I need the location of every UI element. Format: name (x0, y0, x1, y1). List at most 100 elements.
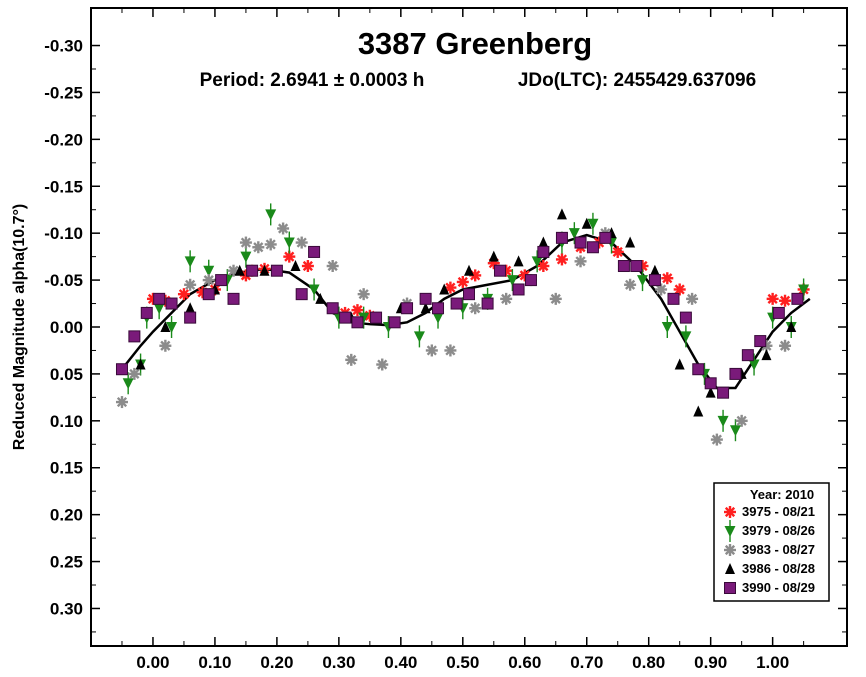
chart-title: 3387 Greenberg (358, 26, 592, 61)
data-point (283, 250, 296, 263)
marker-shape (574, 236, 587, 249)
marker-stroke (358, 289, 369, 300)
legend-marker (725, 563, 735, 574)
data-point (160, 321, 171, 332)
data-point (791, 292, 804, 305)
marker-shape (308, 245, 321, 258)
y-tick-label: 0.10 (50, 412, 83, 431)
marker-stroke (724, 506, 736, 518)
marker-shape (568, 228, 580, 240)
data-point (202, 274, 215, 287)
data-point (283, 231, 295, 254)
marker-stroke (470, 303, 481, 314)
x-tick-label: 0.90 (694, 653, 727, 672)
marker-stroke (426, 345, 437, 356)
marker-stroke (185, 279, 196, 290)
marker-shape (184, 256, 196, 268)
marker-shape (153, 292, 166, 305)
marker-shape (203, 265, 215, 277)
data-point (568, 222, 580, 245)
data-point (710, 433, 723, 446)
marker-shape (215, 274, 228, 287)
data-point (581, 217, 592, 229)
data-point (419, 292, 432, 305)
data-point (637, 269, 649, 292)
y-tick-label: 0.20 (50, 506, 83, 525)
data-point (370, 311, 383, 324)
marker-shape (724, 582, 736, 594)
data-point (754, 335, 767, 348)
data-point (246, 264, 259, 277)
marker-stroke (445, 282, 456, 293)
data-point (549, 292, 562, 305)
marker-shape (506, 275, 518, 287)
marker-stroke (265, 239, 276, 250)
data-point (444, 281, 457, 294)
data-point (166, 316, 178, 338)
data-point (729, 419, 741, 442)
data-point (692, 363, 705, 376)
marker-shape (419, 292, 432, 305)
data-point (128, 367, 141, 380)
y-tick-label: -0.20 (44, 130, 83, 149)
y-tick-label: -0.15 (44, 177, 83, 196)
marker-shape (122, 378, 134, 390)
marker-shape (295, 288, 308, 301)
data-point (184, 250, 196, 273)
data-point (388, 316, 401, 329)
marker-shape (754, 335, 767, 348)
data-point (624, 278, 637, 291)
data-point (425, 344, 438, 357)
data-point (693, 405, 704, 417)
marker-shape (227, 292, 240, 305)
y-tick-label: 0.00 (50, 318, 83, 337)
marker-shape (234, 264, 245, 276)
x-tick-label: 0.20 (260, 653, 293, 672)
legend-entries: 3975 - 08/21 3979 - 08/26 3983 - 08/27 3986… (724, 504, 815, 595)
data-point (617, 260, 630, 273)
data-point (265, 203, 277, 226)
data-point (537, 245, 550, 258)
data-point (401, 302, 414, 315)
data-point (761, 349, 772, 361)
data-point (115, 363, 128, 376)
data-point (735, 414, 748, 427)
marker-shape (693, 405, 704, 417)
marker-stroke (470, 270, 481, 281)
data-point (556, 208, 567, 220)
data-point (538, 236, 549, 248)
marker-shape (128, 330, 141, 343)
data-point (326, 302, 339, 315)
marker-stroke (656, 284, 667, 295)
data-point (376, 358, 389, 371)
marker-shape (326, 302, 339, 315)
data-point (444, 344, 457, 357)
legend: Year: 2010 3975 - 08/21 3979 - 08/26 3983 … (713, 482, 830, 602)
marker-stroke (674, 284, 685, 295)
data-point (450, 297, 463, 310)
data-point (729, 367, 742, 380)
marker-shape (748, 359, 760, 371)
data-point (531, 250, 543, 273)
y-tick-label: 0.15 (50, 459, 83, 478)
data-point (345, 353, 358, 366)
data-point (215, 274, 228, 287)
data-point (555, 253, 568, 266)
data-point (264, 238, 277, 251)
marker-shape (555, 231, 568, 244)
marker-stroke (625, 279, 636, 290)
data-point (339, 311, 352, 324)
marker-shape (420, 302, 431, 314)
marker-shape (351, 316, 364, 329)
marker-stroke (302, 260, 313, 272)
marker-shape (185, 302, 196, 314)
marker-shape (649, 264, 660, 276)
data-point (741, 349, 754, 362)
fit-curve-line (121, 233, 811, 390)
x-tick-label: 0.60 (508, 653, 541, 672)
marker-stroke (160, 340, 171, 351)
marker-shape (798, 284, 810, 296)
marker-shape (538, 236, 549, 248)
data-point (295, 288, 308, 301)
